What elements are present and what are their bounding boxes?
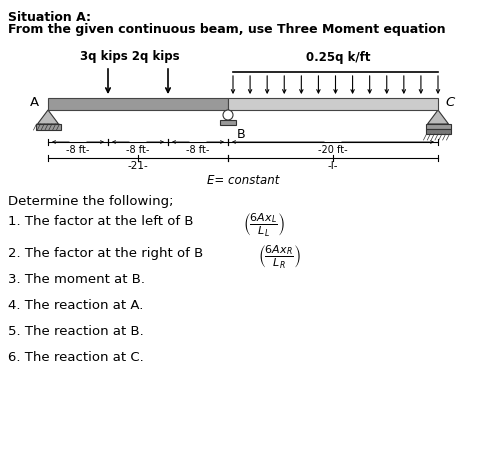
Polygon shape	[426, 124, 451, 129]
Polygon shape	[220, 120, 236, 125]
Text: -8 ft-: -8 ft-	[126, 145, 150, 155]
Text: -20 ft-: -20 ft-	[318, 145, 348, 155]
Text: 2. The factor at the right of B: 2. The factor at the right of B	[8, 247, 208, 260]
Text: $\left(\dfrac{6Ax_R}{L_R}\right)$: $\left(\dfrac{6Ax_R}{L_R}\right)$	[258, 244, 301, 271]
Text: 5. The reaction at B.: 5. The reaction at B.	[8, 325, 144, 338]
Text: -I-: -I-	[328, 161, 338, 171]
Text: Determine the following;: Determine the following;	[8, 195, 174, 208]
Polygon shape	[426, 129, 451, 134]
Text: B: B	[237, 128, 245, 141]
Text: 3. The moment at B.: 3. The moment at B.	[8, 273, 145, 286]
Polygon shape	[35, 124, 60, 130]
Polygon shape	[48, 98, 228, 110]
Text: 0.25q k/ft: 0.25q k/ft	[306, 51, 370, 64]
Text: 4. The reaction at A.: 4. The reaction at A.	[8, 299, 143, 312]
Text: E= constant: E= constant	[207, 174, 279, 187]
Text: A: A	[30, 96, 38, 110]
Text: C: C	[445, 96, 454, 110]
Text: 1. The factor at the left of B: 1. The factor at the left of B	[8, 215, 198, 228]
Text: 6. The reaction at C.: 6. The reaction at C.	[8, 351, 144, 364]
Polygon shape	[37, 110, 58, 124]
Text: -8 ft-: -8 ft-	[186, 145, 209, 155]
Text: -8 ft-: -8 ft-	[66, 145, 90, 155]
Circle shape	[223, 110, 233, 120]
Text: Situation A:: Situation A:	[8, 11, 91, 24]
Polygon shape	[428, 110, 449, 124]
Text: -21-: -21-	[128, 161, 148, 171]
Polygon shape	[228, 98, 438, 110]
Text: $\left(\dfrac{6Ax_L}{L_L}\right)$: $\left(\dfrac{6Ax_L}{L_L}\right)$	[243, 212, 285, 239]
Text: From the given continuous beam, use Three Moment equation: From the given continuous beam, use Thre…	[8, 23, 446, 36]
Text: 3q kips 2q kips: 3q kips 2q kips	[80, 50, 180, 63]
